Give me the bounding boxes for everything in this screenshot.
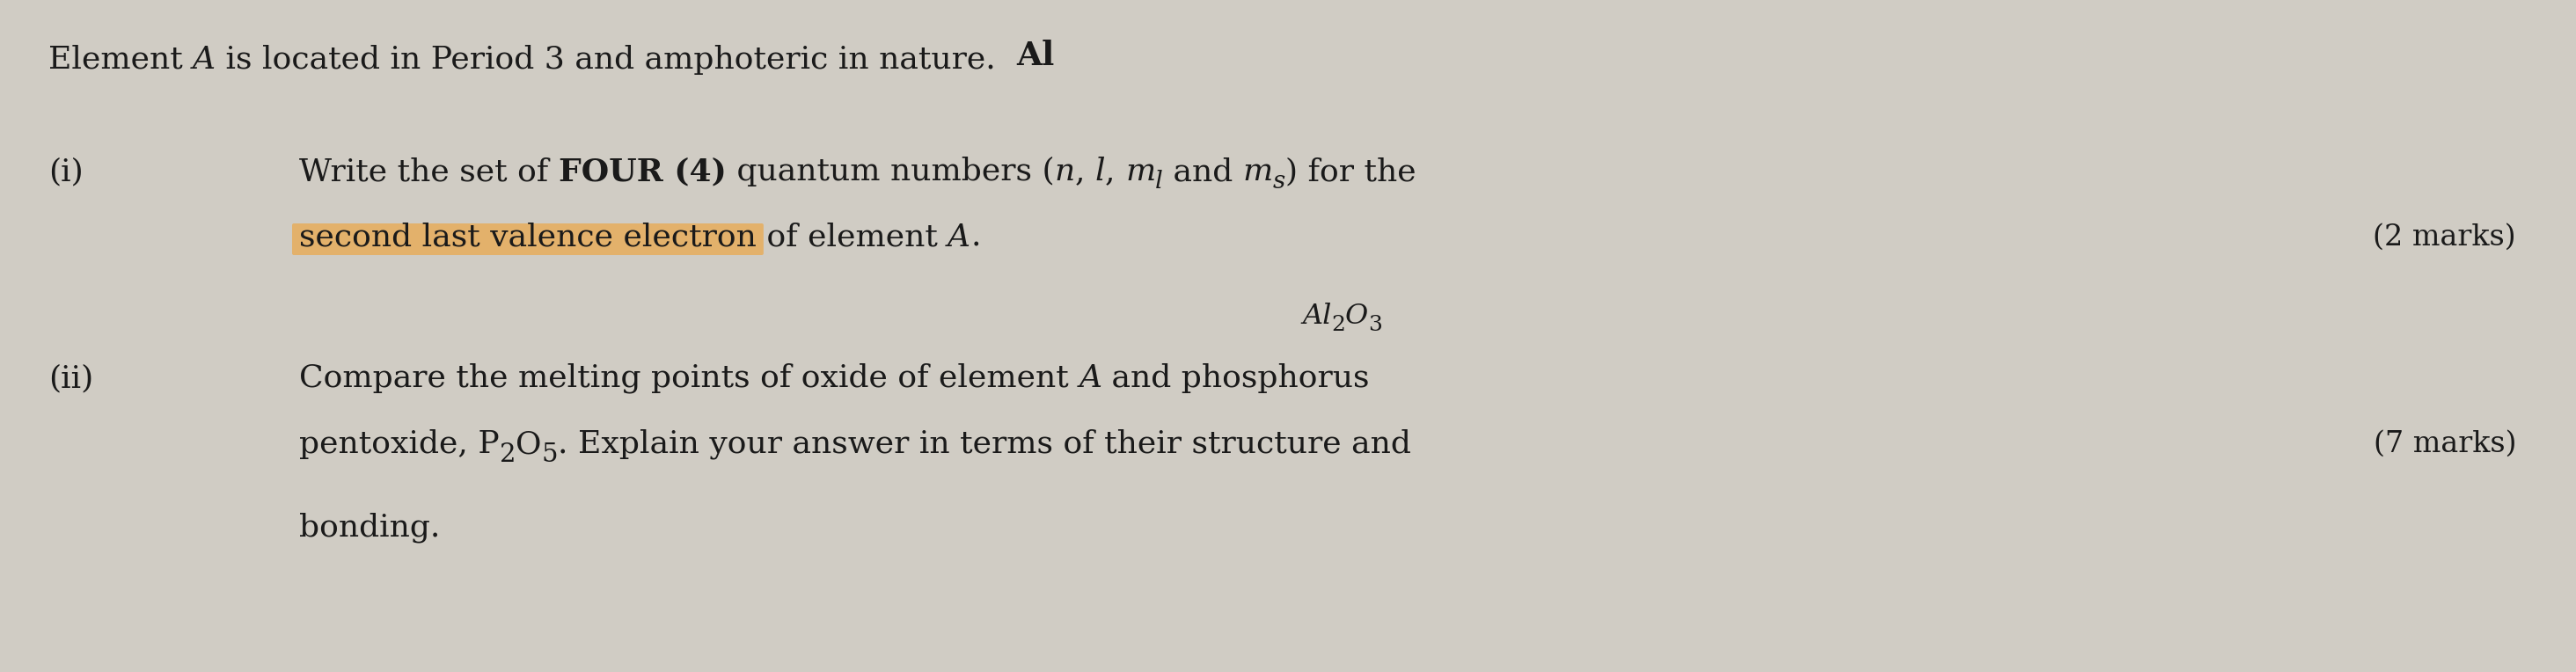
Text: (i): (i) (49, 157, 82, 186)
Text: 2: 2 (500, 442, 515, 467)
Text: Element: Element (49, 45, 193, 75)
Text: Al: Al (1301, 303, 1332, 330)
Text: 2: 2 (1332, 315, 1345, 335)
Text: l: l (1157, 170, 1164, 194)
FancyBboxPatch shape (291, 223, 762, 255)
Text: and phosphorus: and phosphorus (1103, 364, 1370, 393)
Text: n: n (1054, 157, 1074, 186)
Text: s: s (1273, 170, 1285, 194)
Text: (2 marks): (2 marks) (2372, 223, 2517, 251)
Text: A: A (1079, 364, 1103, 393)
Text: A: A (193, 45, 216, 75)
Text: pentoxide, P: pentoxide, P (299, 429, 500, 459)
Text: Write the set of: Write the set of (299, 157, 559, 186)
Text: is located in Period 3 and amphoteric in nature.: is located in Period 3 and amphoteric in… (216, 45, 1018, 75)
Text: m: m (1244, 157, 1273, 186)
Text: ,: , (1074, 157, 1095, 186)
Text: 5: 5 (541, 442, 559, 467)
Text: l: l (1095, 157, 1105, 186)
Text: second last valence electron: second last valence electron (299, 222, 757, 253)
Text: (ii): (ii) (49, 364, 93, 393)
Text: bonding.: bonding. (299, 513, 440, 543)
Text: ) for the: ) for the (1285, 157, 1417, 186)
Text: (7 marks): (7 marks) (2372, 430, 2517, 458)
Text: Compare the melting points of oxide of element: Compare the melting points of oxide of e… (299, 363, 1079, 393)
Text: Al: Al (1018, 40, 1054, 73)
Text: O: O (1345, 303, 1368, 330)
Text: m: m (1126, 157, 1157, 186)
Text: 3: 3 (1368, 315, 1383, 335)
Text: quantum numbers (: quantum numbers ( (726, 157, 1054, 187)
Text: O: O (515, 429, 541, 459)
Text: A: A (948, 222, 971, 253)
Text: and: and (1164, 157, 1244, 186)
Text: of element: of element (757, 222, 948, 253)
Text: .: . (971, 222, 981, 253)
Text: . Explain your answer in terms of their structure and: . Explain your answer in terms of their … (559, 429, 1412, 460)
Text: ,: , (1105, 157, 1126, 186)
Text: FOUR (4): FOUR (4) (559, 157, 726, 186)
